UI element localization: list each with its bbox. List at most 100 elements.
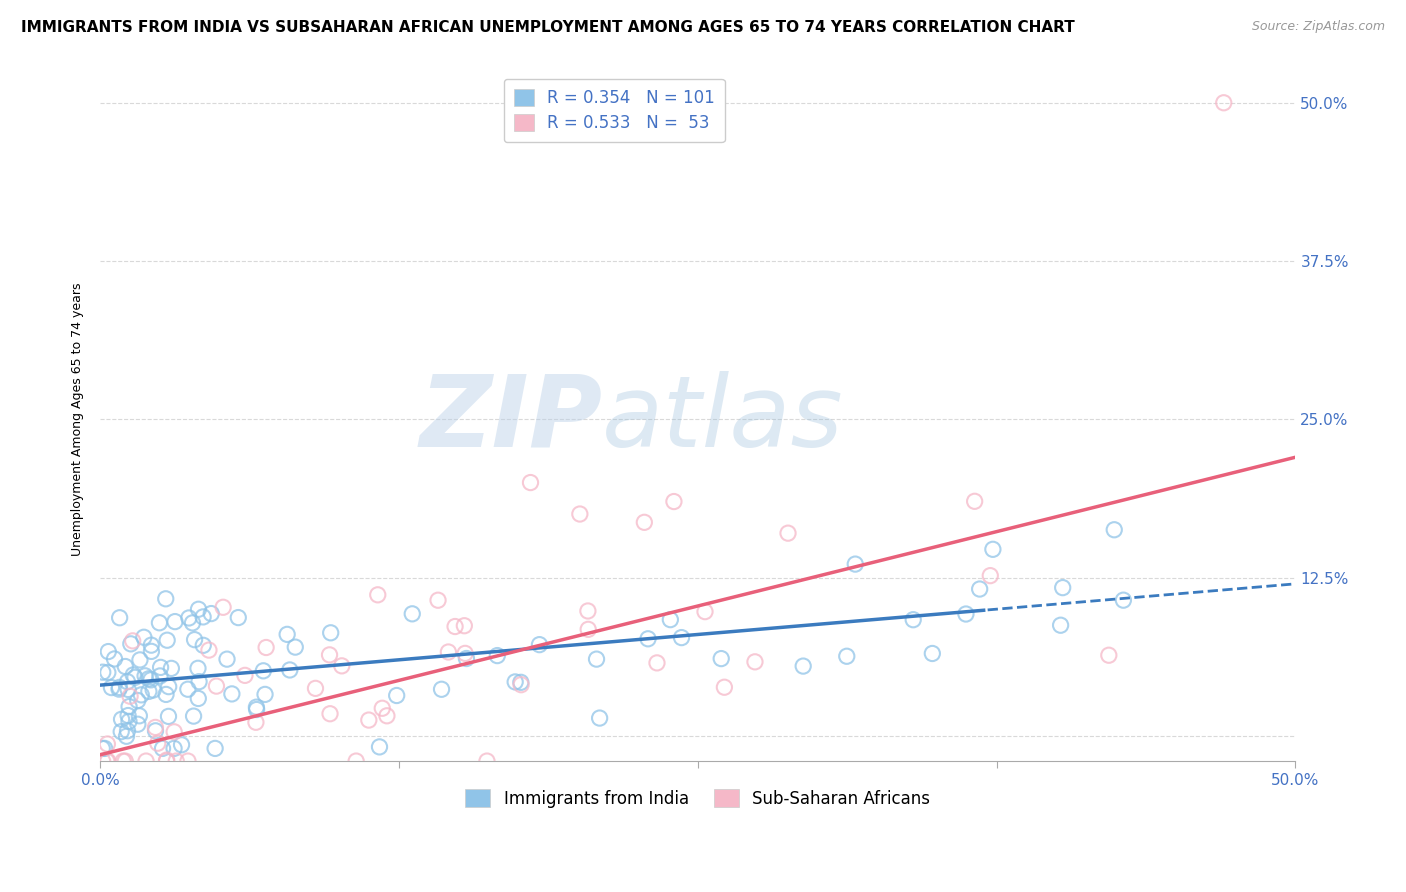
Point: [710, 651, 733, 665]
Point: [276, 627, 298, 641]
Point: [318, 648, 340, 662]
Point: [475, 754, 498, 768]
Point: [148, 615, 170, 630]
Point: [141, 644, 163, 658]
Point: [127, 693, 149, 707]
Point: [357, 713, 380, 727]
Point: [118, 699, 141, 714]
Point: [252, 664, 274, 678]
Point: [401, 607, 423, 621]
Point: [330, 658, 353, 673]
Point: [188, 674, 211, 689]
Point: [486, 648, 509, 663]
Point: [183, 709, 205, 723]
Point: [245, 715, 267, 730]
Point: [503, 674, 526, 689]
Point: [96, 754, 118, 768]
Point: [226, 610, 249, 624]
Point: [981, 542, 1004, 557]
Point: [129, 688, 152, 702]
Point: [117, 674, 139, 689]
Point: [371, 701, 394, 715]
Point: [165, 754, 187, 768]
Point: [122, 668, 145, 682]
Point: [163, 724, 186, 739]
Point: [177, 682, 200, 697]
Point: [963, 494, 986, 508]
Point: [120, 637, 142, 651]
Point: [1112, 593, 1135, 607]
Point: [437, 645, 460, 659]
Point: [142, 683, 165, 698]
Point: [633, 516, 655, 530]
Point: [955, 607, 977, 621]
Point: [118, 714, 141, 729]
Point: [177, 611, 200, 625]
Point: [141, 638, 163, 652]
Point: [385, 689, 408, 703]
Point: [108, 611, 131, 625]
Point: [91, 741, 114, 756]
Point: [138, 684, 160, 698]
Point: [204, 741, 226, 756]
Point: [254, 640, 277, 655]
Point: [576, 623, 599, 637]
Point: [246, 702, 269, 716]
Point: [124, 670, 146, 684]
Point: [155, 754, 177, 768]
Point: [519, 475, 541, 490]
Point: [163, 615, 186, 629]
Point: [221, 687, 243, 701]
Point: [110, 724, 132, 739]
Point: [96, 737, 118, 751]
Point: [979, 568, 1001, 582]
Point: [792, 659, 814, 673]
Point: [117, 708, 139, 723]
Point: [121, 633, 143, 648]
Point: [233, 668, 256, 682]
Legend: Immigrants from India, Sub-Saharan Africans: Immigrants from India, Sub-Saharan Afric…: [458, 783, 936, 814]
Point: [103, 652, 125, 666]
Point: [191, 610, 214, 624]
Point: [93, 741, 115, 756]
Point: [145, 723, 167, 738]
Point: [128, 708, 150, 723]
Point: [319, 706, 342, 721]
Point: [529, 638, 551, 652]
Point: [108, 682, 131, 697]
Point: [454, 646, 477, 660]
Point: [1052, 581, 1074, 595]
Point: [156, 633, 179, 648]
Point: [110, 712, 132, 726]
Point: [97, 665, 120, 680]
Text: IMMIGRANTS FROM INDIA VS SUBSAHARAN AFRICAN UNEMPLOYMENT AMONG AGES 65 TO 74 YEA: IMMIGRANTS FROM INDIA VS SUBSAHARAN AFRI…: [21, 20, 1074, 35]
Point: [187, 691, 209, 706]
Point: [117, 682, 139, 697]
Point: [177, 754, 200, 768]
Point: [430, 682, 453, 697]
Point: [367, 588, 389, 602]
Point: [145, 721, 167, 735]
Point: [662, 494, 685, 508]
Point: [921, 647, 943, 661]
Point: [215, 652, 238, 666]
Point: [1212, 95, 1234, 110]
Point: [138, 672, 160, 686]
Point: [198, 643, 221, 657]
Point: [344, 754, 367, 768]
Point: [368, 739, 391, 754]
Point: [152, 741, 174, 756]
Point: [212, 600, 235, 615]
Point: [509, 675, 531, 690]
Point: [114, 754, 136, 768]
Point: [134, 669, 156, 683]
Point: [969, 582, 991, 596]
Point: [427, 593, 450, 607]
Point: [193, 638, 215, 652]
Point: [835, 649, 858, 664]
Point: [588, 711, 610, 725]
Point: [139, 673, 162, 687]
Point: [157, 680, 180, 694]
Point: [245, 700, 267, 714]
Text: ZIP: ZIP: [419, 371, 602, 467]
